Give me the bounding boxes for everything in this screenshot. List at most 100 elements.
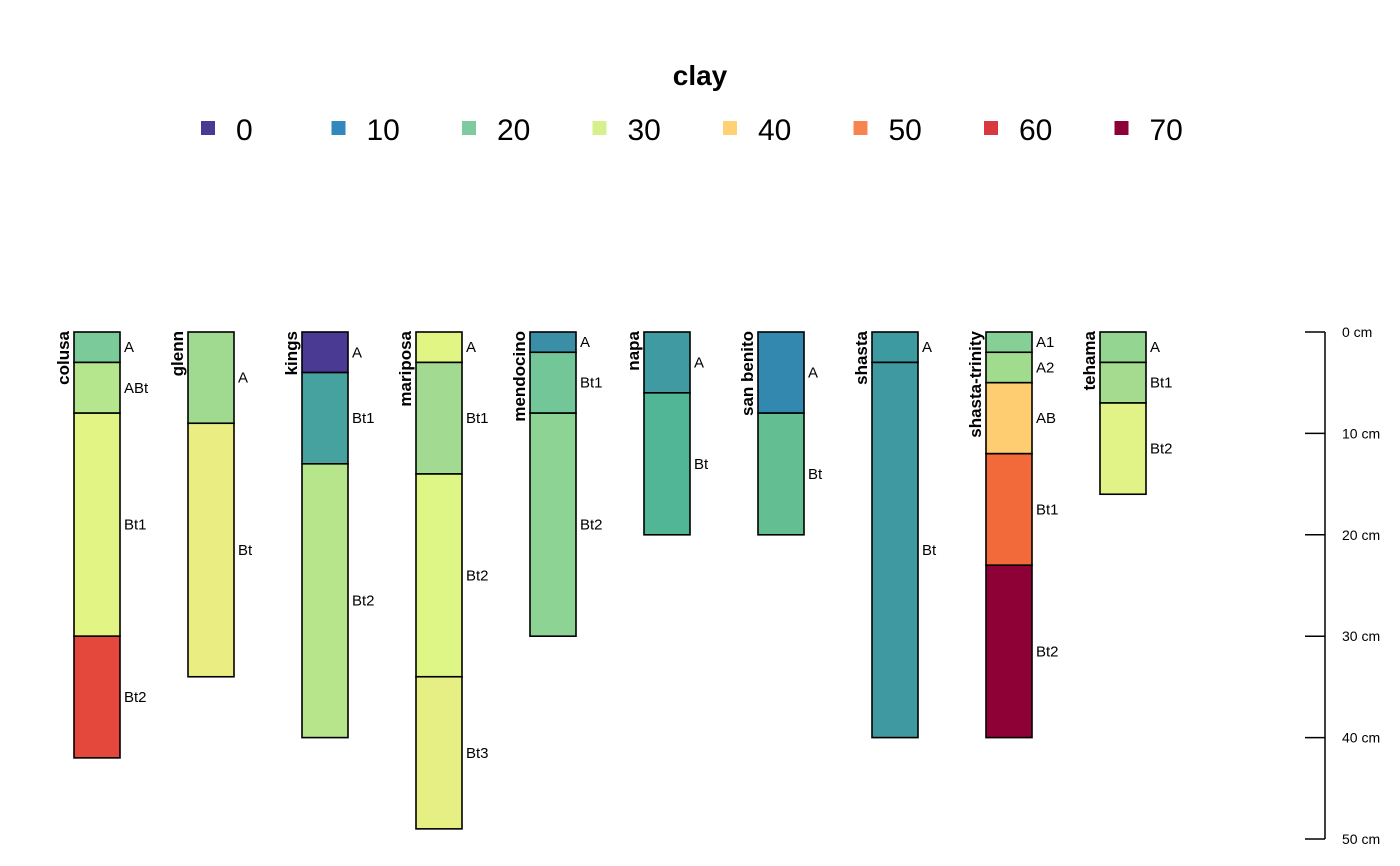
profile: san benito A Bt [738,331,823,536]
horizon [301,371,349,465]
horizon [529,331,577,354]
legend-entries: 0 10 20 30 40 50 60 70 [201,114,1183,147]
legend-entry: 20 [462,114,530,147]
horizon [301,463,349,739]
legend-entry: 30 [592,114,661,147]
horizon [73,635,121,759]
horizon [643,392,691,536]
horizon [757,331,805,414]
horizon-label: AB [1036,410,1056,427]
legend-swatch [723,121,737,135]
horizon-label: Bt2 [466,567,489,584]
legend: clay 0 10 20 30 40 50 60 70 [201,60,1183,147]
horizon [529,351,577,414]
profile: colusa A ABt Bt1 Bt2 [54,330,149,759]
profile-name: shasta-trinity [966,330,985,437]
horizon [415,361,463,475]
horizon-label: A [466,339,476,356]
depth-tick-label: 30 cm [1342,628,1380,644]
depth-tick-label: 0 cm [1342,324,1372,340]
horizon-label: Bt1 [580,375,603,392]
legend-label: 10 [367,114,400,147]
legend-entry: 70 [1114,114,1183,147]
horizon [187,422,235,678]
profile: mendocino A Bt1 Bt2 [510,331,603,637]
horizon-label: Bt2 [1150,441,1173,458]
legend-label: 0 [236,114,253,147]
legend-swatch [201,121,215,135]
horizon-label: A1 [1036,334,1054,351]
horizon-label: Bt [694,456,709,473]
horizon [1099,361,1147,404]
horizon [301,331,349,374]
horizon [73,361,121,414]
horizon [757,412,805,536]
horizon-label: A [922,339,932,356]
legend-entry: 60 [984,114,1052,147]
horizon-label: Bt1 [1036,501,1059,518]
legend-swatch [331,121,346,135]
legend-swatch [853,121,868,135]
legend-swatch [1114,121,1129,135]
profile-name: tehama [1080,330,1099,390]
horizon-label: Bt1 [124,517,147,534]
profile-name: glenn [168,331,187,376]
legend-label: 20 [497,114,530,147]
profile: shasta-trinity A1 A2 AB Bt1 Bt2 [966,330,1059,739]
horizon [415,473,463,678]
profile-name: mariposa [396,330,415,406]
legend-swatch [462,121,476,135]
horizon [415,675,463,830]
horizon [187,331,235,425]
profile-name: kings [282,331,301,375]
horizon-label: Bt2 [352,593,375,610]
horizon [73,331,121,364]
horizon-label: A [694,354,704,371]
legend-label: 40 [758,114,791,147]
horizon [985,452,1033,567]
horizon-label: A2 [1036,359,1054,376]
legend-label: 70 [1150,114,1183,147]
depth-tick-label: 40 cm [1342,730,1380,746]
horizon-label: Bt1 [466,410,489,427]
horizon-label: Bt3 [466,745,489,762]
legend-label: 50 [889,114,922,147]
profile-name: san benito [738,331,757,416]
profile: tehama A Bt1 Bt2 [1080,330,1173,496]
horizon [985,381,1033,455]
profile: mariposa A Bt1 Bt2 Bt3 [396,330,489,830]
depth-tick-label: 10 cm [1342,425,1380,441]
legend-swatch [592,121,607,135]
profile: glenn A Bt [168,331,253,678]
horizon [73,412,121,637]
horizon [871,361,919,739]
horizon [415,331,463,364]
depth-tick-label: 20 cm [1342,527,1380,543]
horizon-label: A [580,334,590,351]
horizon-label: Bt2 [580,517,603,534]
legend-entry: 40 [723,114,791,147]
horizon-label: A [238,370,248,387]
horizon [1099,331,1147,364]
depth-tick-label: 50 cm [1342,831,1380,847]
horizon-label: A [352,344,362,361]
horizon-label: A [808,365,818,382]
horizon-label: Bt [808,466,823,483]
legend-label: 30 [628,114,661,147]
horizon-label: Bt [922,542,937,559]
horizon [1099,402,1147,496]
profile: shasta A Bt [852,330,937,739]
horizon-label: A [1150,339,1160,356]
profile: kings A Bt1 Bt2 [282,331,375,739]
legend-entry: 10 [331,114,400,147]
horizon-label: Bt2 [124,689,147,706]
horizon [985,564,1033,739]
profile-name: colusa [54,330,73,384]
legend-label: 60 [1019,114,1052,147]
horizon [529,412,577,637]
profile-name: mendocino [510,331,529,422]
horizon [985,331,1033,354]
profile: napa A Bt [624,330,709,536]
